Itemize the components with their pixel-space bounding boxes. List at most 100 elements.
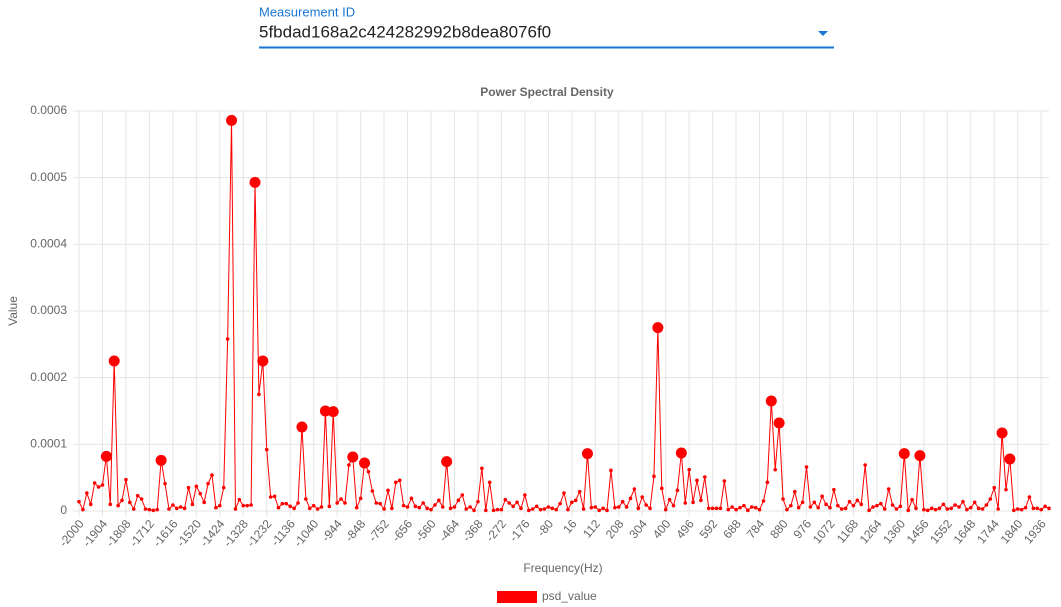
data-point (757, 507, 762, 512)
select-value[interactable]: 5fbdad168a2c424282992b8dea8076f0 (259, 22, 551, 41)
data-point (988, 497, 993, 501)
data-point (882, 507, 887, 511)
data-point (421, 501, 425, 505)
data-point (374, 501, 379, 505)
data-point (124, 477, 128, 482)
data-point (171, 503, 175, 507)
data-point (174, 506, 179, 511)
data-point (839, 507, 844, 511)
data-point (828, 505, 832, 510)
data-point (851, 503, 856, 508)
x-tick-label: -1904 (80, 517, 111, 550)
data-point (609, 468, 613, 473)
x-tick-label: 112 (580, 517, 603, 541)
data-point (468, 505, 472, 509)
data-point (456, 498, 461, 503)
data-point (347, 451, 359, 463)
data-point (773, 417, 785, 429)
data-point (996, 427, 1008, 439)
data-point (437, 498, 441, 503)
data-point (573, 498, 578, 503)
data-point (965, 507, 969, 512)
data-point (85, 491, 89, 495)
data-point (1043, 504, 1047, 509)
data-point (292, 506, 296, 511)
legend-swatch[interactable] (497, 591, 537, 603)
data-point (358, 496, 363, 501)
data-point (280, 501, 285, 506)
data-point (135, 493, 140, 498)
data-point (1019, 507, 1024, 512)
data-point (941, 502, 946, 507)
x-tick-label: 1360 (880, 517, 908, 547)
data-point (953, 503, 957, 507)
data-point (644, 503, 648, 507)
data-point (714, 506, 719, 511)
data-point (961, 499, 965, 504)
data-point (624, 505, 629, 509)
data-point (937, 506, 942, 511)
data-point (116, 503, 120, 508)
legend-label[interactable]: psd_value (542, 589, 597, 603)
data-point (546, 505, 551, 509)
data-point (429, 507, 433, 512)
data-point (616, 505, 621, 509)
data-point (929, 506, 934, 511)
data-point (761, 499, 766, 503)
data-point (1004, 453, 1016, 465)
data-point (640, 495, 645, 499)
data-point (984, 503, 989, 507)
data-point (659, 486, 664, 491)
data-point (753, 505, 758, 510)
x-tick-label: 1936 (1021, 517, 1049, 547)
data-point (898, 504, 903, 509)
data-point (534, 504, 539, 509)
x-tick-label: 592 (697, 517, 721, 542)
data-point (515, 500, 519, 505)
data-point (405, 505, 410, 509)
data-point (742, 503, 746, 508)
measurement-select[interactable]: Measurement ID 5fbdad168a2c424282992b8de… (259, 4, 834, 49)
x-tick-label: -176 (506, 517, 532, 545)
data-point (487, 480, 492, 485)
data-point (879, 501, 883, 506)
data-point (206, 481, 210, 486)
data-point (77, 499, 81, 504)
data-point (1015, 507, 1020, 511)
x-tick-label: -1808 (103, 517, 134, 550)
x-tick-label: -2000 (56, 517, 87, 550)
data-point (147, 507, 152, 512)
data-point (128, 500, 132, 505)
data-point (491, 508, 496, 513)
data-point (945, 507, 950, 511)
x-tick-label: -368 (460, 517, 486, 545)
data-point (687, 467, 691, 472)
data-point (511, 504, 515, 509)
data-point (628, 496, 633, 501)
dropdown-arrow[interactable] (818, 31, 828, 36)
data-point (108, 355, 120, 367)
data-point (734, 507, 738, 512)
data-point (96, 485, 101, 489)
x-tick-label: -80 (534, 517, 556, 540)
y-tick-label: 0.0001 (30, 437, 67, 451)
data-point (507, 501, 512, 505)
data-point (859, 502, 864, 507)
data-point (558, 501, 562, 506)
data-point (178, 505, 183, 509)
x-tick-label: 1552 (927, 517, 955, 547)
x-tick-label: -272 (483, 517, 509, 545)
data-point (1039, 507, 1043, 512)
data-point (808, 505, 813, 509)
data-point (894, 507, 899, 511)
data-point (264, 447, 269, 452)
data-point (460, 493, 465, 497)
data-point (695, 478, 699, 483)
data-point (226, 114, 238, 126)
x-tick-label: 1456 (904, 517, 932, 547)
data-point (370, 489, 375, 493)
data-point (143, 507, 148, 511)
data-point (249, 176, 261, 188)
data-point (816, 505, 821, 510)
